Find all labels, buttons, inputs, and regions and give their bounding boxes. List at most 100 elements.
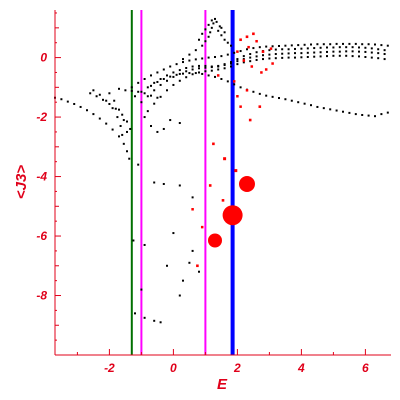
black-point <box>278 44 280 47</box>
black-point <box>118 108 120 111</box>
black-point <box>294 52 296 55</box>
black-point <box>370 56 373 59</box>
black-point <box>377 52 380 55</box>
black-point <box>111 128 114 131</box>
black-point <box>322 43 325 46</box>
black-point <box>220 26 223 29</box>
black-point <box>146 95 149 98</box>
red-point <box>239 105 242 108</box>
black-point <box>364 55 367 58</box>
red-point <box>212 142 215 146</box>
black-point <box>332 54 335 57</box>
black-point <box>239 50 242 53</box>
black-point <box>143 316 146 319</box>
black-point <box>121 113 124 116</box>
black-point <box>214 55 216 58</box>
black-point <box>134 312 136 315</box>
black-point <box>111 107 114 110</box>
black-point <box>351 46 354 49</box>
black-point <box>246 48 248 51</box>
black-point <box>319 51 322 54</box>
red-point <box>196 264 199 268</box>
black-point <box>230 44 232 47</box>
black-point <box>121 133 124 136</box>
black-point <box>329 43 332 46</box>
black-point <box>172 71 175 74</box>
black-point <box>201 32 204 35</box>
black-point <box>383 49 386 52</box>
black-point <box>210 66 213 69</box>
black-point <box>351 55 354 58</box>
black-point <box>207 23 210 26</box>
black-point <box>114 107 117 110</box>
red-point <box>208 184 212 187</box>
black-point <box>159 78 162 80</box>
black-point <box>326 55 328 58</box>
black-point <box>178 184 181 187</box>
black-point <box>201 44 204 47</box>
black-point <box>262 58 264 61</box>
black-point <box>178 69 181 72</box>
black-point <box>130 89 133 92</box>
black-point <box>329 108 332 111</box>
red-point <box>261 50 265 53</box>
black-point <box>156 130 159 133</box>
black-point <box>345 46 348 49</box>
black-point <box>223 64 226 67</box>
black-point <box>242 58 245 61</box>
black-point <box>354 42 357 45</box>
black-point <box>332 46 335 49</box>
black-point <box>345 54 348 57</box>
black-point <box>255 51 258 54</box>
black-point <box>207 56 210 59</box>
black-point <box>322 107 325 110</box>
black-point <box>130 86 133 89</box>
black-point <box>274 53 277 56</box>
black-point <box>252 47 255 50</box>
black-point <box>140 101 143 104</box>
black-point <box>271 45 274 48</box>
black-point <box>374 43 376 46</box>
black-point <box>361 113 364 116</box>
red-point <box>260 71 263 74</box>
black-point <box>287 52 290 55</box>
black-point <box>166 74 168 77</box>
black-point <box>386 44 389 47</box>
black-point <box>122 119 125 122</box>
black-point <box>150 124 152 127</box>
black-point <box>306 55 309 58</box>
red-point <box>236 50 239 53</box>
black-point <box>249 56 252 59</box>
black-point <box>198 270 200 273</box>
black-point <box>348 42 351 45</box>
black-point <box>364 50 367 53</box>
red-point <box>258 105 262 108</box>
black-point <box>294 47 296 50</box>
black-point <box>128 157 131 160</box>
black-point <box>113 99 116 102</box>
black-point <box>119 124 122 127</box>
black-point <box>274 57 277 60</box>
x-tick-label: 6 <box>362 361 369 375</box>
black-point <box>188 59 191 62</box>
black-point <box>175 63 178 66</box>
red-point <box>216 74 220 77</box>
black-point <box>374 115 376 118</box>
black-point <box>358 46 360 49</box>
black-point <box>156 80 159 83</box>
red-point <box>221 199 225 202</box>
black-point <box>281 52 284 55</box>
black-point <box>207 74 210 77</box>
y-axis-title: <J3> <box>13 165 30 199</box>
black-point <box>383 58 386 61</box>
black-point <box>73 102 76 105</box>
black-point <box>162 127 165 130</box>
black-point <box>268 53 271 56</box>
black-point <box>143 92 146 95</box>
black-point <box>178 79 181 82</box>
black-point <box>105 122 108 125</box>
black-point <box>150 94 152 97</box>
black-point <box>303 43 306 46</box>
